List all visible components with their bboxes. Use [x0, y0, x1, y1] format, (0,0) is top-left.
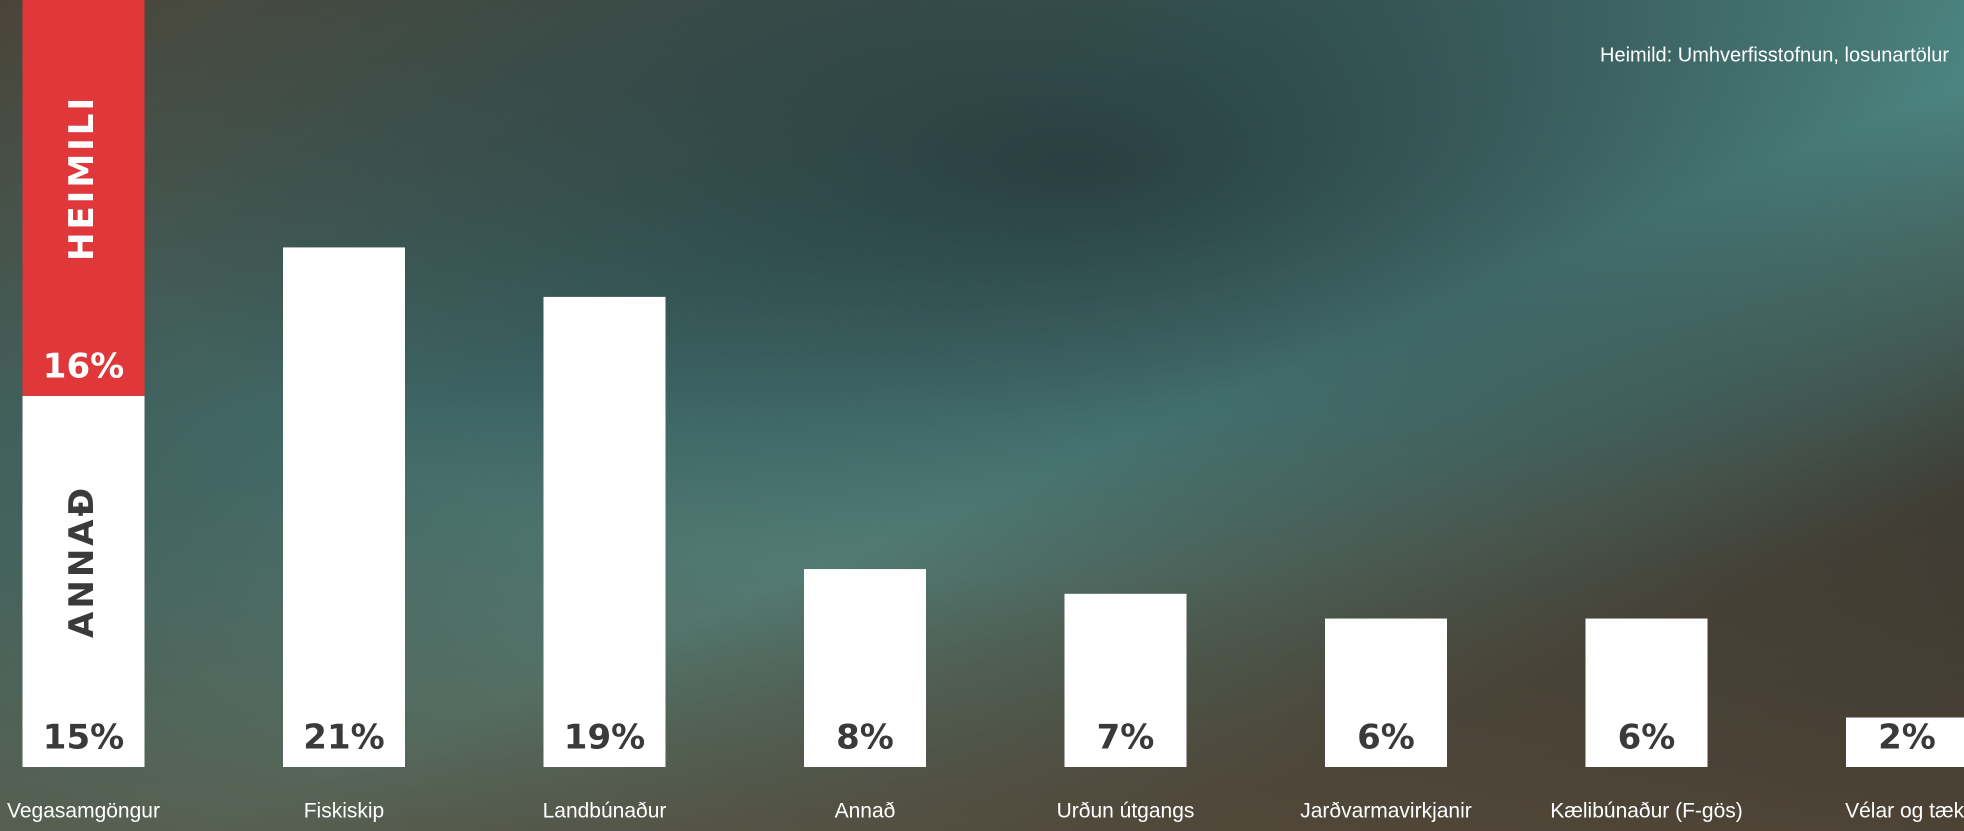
x-tick-label: Fiskiskip	[304, 800, 385, 823]
bar	[1064, 593, 1187, 767]
value-label: 2%	[1878, 718, 1936, 758]
bar	[1846, 717, 1964, 767]
bar	[804, 569, 926, 767]
x-tick-label: Vélar og tæki	[1845, 800, 1964, 823]
value-label: 7%	[1097, 718, 1155, 758]
bar	[22, 395, 145, 767]
x-tick-label: Landbúnaður	[543, 800, 667, 823]
x-tick-label: Urðun útgangs	[1057, 800, 1195, 823]
value-label: 15%	[43, 718, 124, 758]
value-label: 6%	[1357, 718, 1415, 758]
legend-label: ANNAÐ	[62, 485, 102, 638]
legend-label: HEIMILI	[62, 95, 102, 261]
bar	[543, 296, 666, 767]
bar	[283, 247, 405, 767]
x-tick-label: Jarðvarmavirkjanir	[1300, 800, 1472, 823]
value-label: 6%	[1618, 718, 1676, 758]
bar	[1585, 618, 1708, 767]
value-label: 8%	[836, 718, 894, 758]
value-label: 21%	[303, 718, 384, 758]
x-tick-label: Annað	[835, 800, 896, 823]
value-label: 16%	[43, 346, 124, 386]
x-tick-label: Kælibúnaður (F-gös)	[1550, 800, 1743, 823]
source: Heimild: Umhverfisstofnun, losunartölur	[1600, 44, 1949, 66]
bar	[22, 0, 145, 396]
bar	[1325, 618, 1447, 767]
x-tick-label: Vegasamgöngur	[7, 800, 160, 823]
value-label: 19%	[564, 718, 645, 758]
